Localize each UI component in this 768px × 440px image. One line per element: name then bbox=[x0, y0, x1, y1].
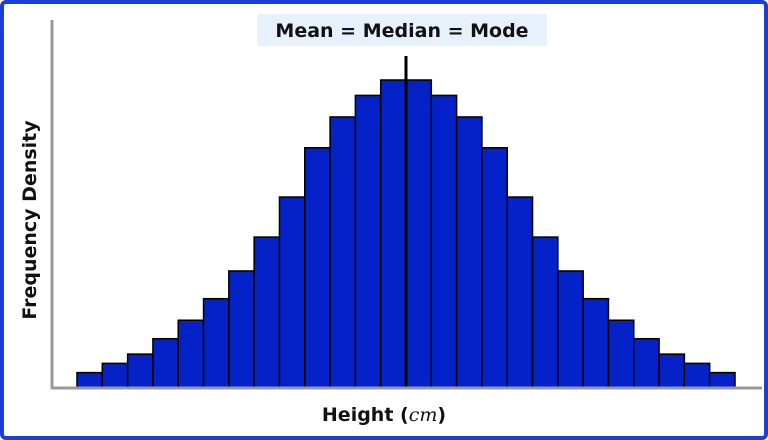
x-axis-label-close: ) bbox=[437, 404, 446, 426]
chart-title: Mean = Median = Mode bbox=[275, 20, 528, 42]
histogram-bar bbox=[152, 337, 179, 389]
histogram-bar bbox=[379, 79, 407, 389]
histogram-bar bbox=[177, 319, 205, 389]
histogram-bar bbox=[126, 353, 154, 389]
histogram-bar bbox=[354, 94, 382, 389]
histogram-bar bbox=[658, 353, 686, 389]
histogram-bar bbox=[304, 147, 331, 389]
histogram-bar bbox=[481, 147, 508, 389]
histogram-bar bbox=[76, 371, 104, 389]
histogram-bar bbox=[531, 236, 559, 389]
histogram-bar bbox=[557, 270, 584, 389]
x-axis-label-text: Height ( bbox=[322, 404, 409, 426]
bars-group bbox=[76, 79, 736, 389]
histogram-bar bbox=[329, 116, 357, 389]
histogram-bar bbox=[278, 196, 306, 389]
histogram-bar bbox=[633, 337, 660, 389]
histogram-bar bbox=[228, 270, 255, 389]
x-axis-label-unit: cm bbox=[409, 404, 438, 426]
histogram-bar bbox=[405, 79, 433, 389]
histogram-bar bbox=[455, 116, 483, 389]
histogram-bar bbox=[202, 297, 230, 389]
histogram-bar bbox=[253, 236, 281, 389]
histogram-bar bbox=[683, 362, 711, 389]
histogram-bar bbox=[430, 94, 458, 389]
title-background bbox=[257, 14, 547, 46]
histogram-bar bbox=[582, 297, 610, 389]
histogram-bar bbox=[607, 319, 635, 389]
y-axis-label: Frequency Density bbox=[19, 120, 41, 320]
histogram-bar bbox=[708, 371, 736, 389]
histogram-bar bbox=[101, 362, 129, 389]
histogram-bar bbox=[506, 196, 534, 389]
x-axis-label: Height (cm) bbox=[322, 404, 446, 426]
